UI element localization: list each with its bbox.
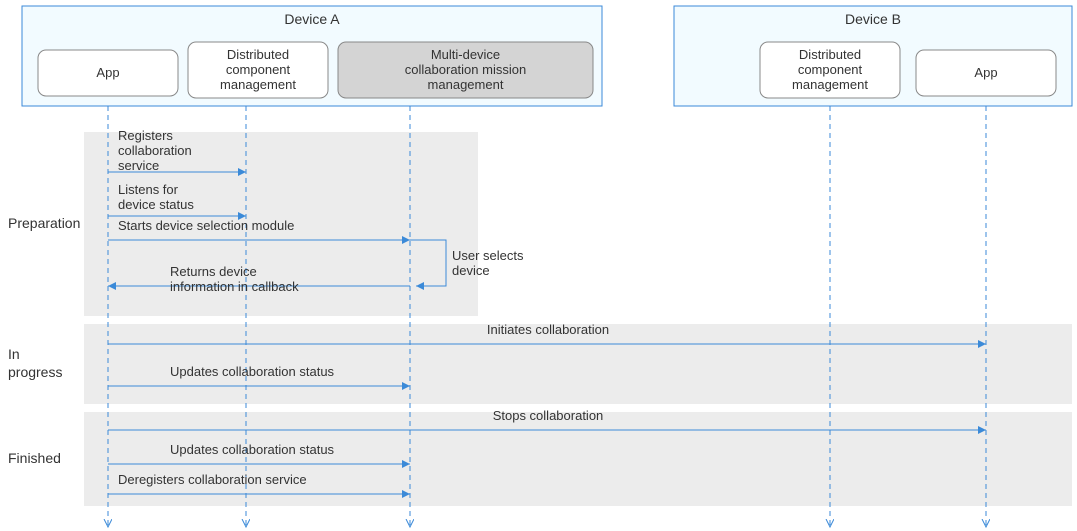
msg-label-7: Stops collaboration	[493, 408, 604, 423]
sequence-diagram: Device A Device B App Distributedcomponentm…	[0, 0, 1077, 531]
device-title-devA: Device A	[284, 11, 340, 27]
msg-label-2: Starts device selection module	[118, 218, 294, 233]
msg-label-3: User selectsdevice	[452, 248, 524, 278]
msg-label-6: Updates collaboration status	[170, 364, 335, 379]
msg-label-9: Deregisters collaboration service	[118, 472, 307, 487]
actor-label-dcmA: Distributedcomponentmanagement	[220, 47, 296, 92]
phase-label-fin: Finished	[8, 450, 61, 466]
device-title-devB: Device B	[845, 11, 901, 27]
phase-label-prep: Preparation	[8, 215, 80, 231]
msg-label-5: Initiates collaboration	[487, 322, 609, 337]
actor-label-appB: App	[974, 65, 997, 80]
actor-label-dcmB: Distributedcomponentmanagement	[792, 47, 868, 92]
phase-bg-fin	[84, 412, 1072, 506]
msg-label-8: Updates collaboration status	[170, 442, 335, 457]
actor-label-appA: App	[96, 65, 119, 80]
phase-label-prog: Inprogress	[8, 346, 62, 380]
